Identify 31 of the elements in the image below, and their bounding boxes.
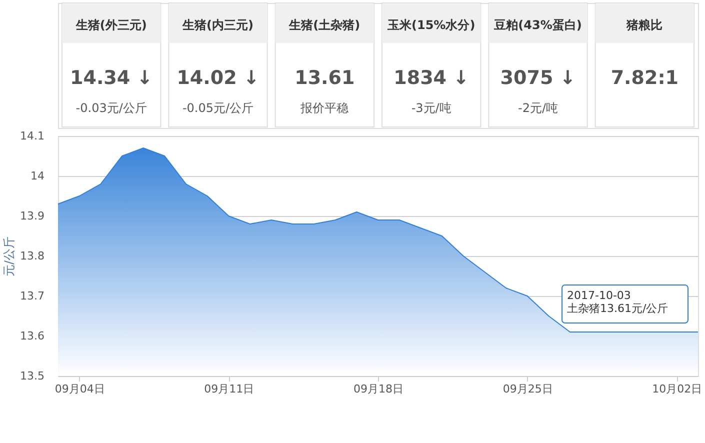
text: -0.03元/公斤 xyxy=(76,101,147,115)
category-label: 玉米(15%水分) xyxy=(386,18,476,32)
category-label: 生猪(内三元) xyxy=(182,18,254,32)
category-label: 生猪(外三元) xyxy=(74,18,147,32)
x-tick-label: 10月02日 xyxy=(652,382,702,396)
y-tick-label: 14 xyxy=(30,170,44,182)
annotation: 2017-10-03 土杂猪13.61元/公斤 xyxy=(567,289,668,315)
y-tick-label: 14.1 xyxy=(20,130,44,142)
text: 1834 ↓ xyxy=(394,67,470,89)
text: 报价平稳 xyxy=(300,101,349,115)
text: 7.82:1 xyxy=(610,67,679,89)
text: -0.05元/公斤 xyxy=(182,101,254,115)
x-tick-label: 09月04日 xyxy=(54,382,105,396)
y-tick-label: 13.5 xyxy=(20,370,44,382)
text: 13.61 xyxy=(294,67,355,89)
text: -3元/吨 xyxy=(411,101,452,115)
text: 14.02 ↓ xyxy=(176,67,260,89)
y-tick-label: 13.9 xyxy=(20,210,44,222)
y-tick-label: 13.6 xyxy=(20,330,44,342)
x-tick-label: 09月11日 xyxy=(204,382,254,396)
y-axis-title: 元/公斤 xyxy=(2,236,16,277)
text: 14.34 ↓ xyxy=(70,67,153,89)
category-label: 豆粕(43%蛋白) xyxy=(493,18,582,32)
y-tick-label: 13.8 xyxy=(20,250,44,262)
x-tick-label: 09月18日 xyxy=(354,382,404,396)
y-tick-label: 13.7 xyxy=(20,290,44,302)
x-tick-label: 09月25日 xyxy=(502,382,553,396)
text: -2元/吨 xyxy=(518,101,558,115)
category-label: 猪粮比 xyxy=(626,18,663,32)
text: 3075 ↓ xyxy=(500,67,576,89)
category-label: 生猪(土杂猪) xyxy=(288,18,360,32)
